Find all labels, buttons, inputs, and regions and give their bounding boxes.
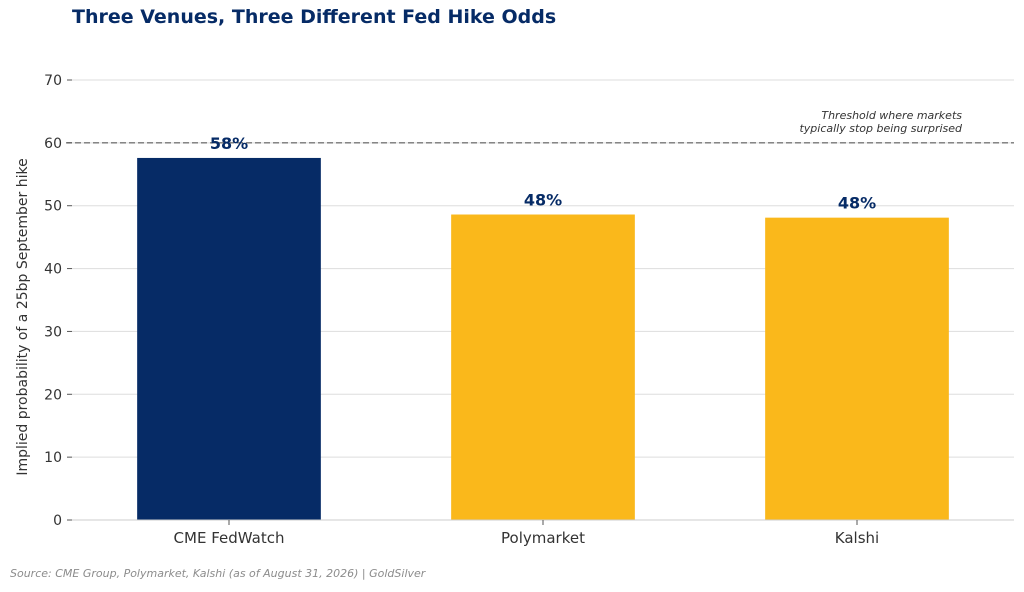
threshold-annotation: typically stop being surprised: [799, 122, 963, 135]
bar-value-label: 48%: [838, 194, 876, 213]
y-tick-label: 70: [44, 73, 62, 89]
y-axis-label: Implied probability of a 25bp September …: [15, 158, 31, 475]
y-tick-label: 40: [44, 262, 62, 278]
y-tick-label: 20: [44, 387, 62, 403]
x-tick-label: CME FedWatch: [174, 529, 285, 547]
chart-title: Three Venues, Three Different Fed Hike O…: [72, 6, 557, 28]
axes: [67, 79, 1014, 525]
labels: 0 10 20 30 40 50 60 70 58% CME FedWatch 48% Polymar…: [15, 73, 963, 547]
bar: [137, 157, 321, 520]
y-tick-label: 60: [44, 136, 62, 152]
x-tick-label: Kalshi: [835, 529, 879, 547]
y-tick-label: 30: [44, 324, 62, 340]
bar-value-label: 58%: [210, 134, 248, 153]
y-tick-label: 10: [44, 450, 62, 466]
source-note: Source: CME Group, Polymarket, Kalshi (a…: [10, 567, 426, 580]
bars: [137, 157, 949, 520]
x-tick-label: Polymarket: [501, 529, 585, 547]
bar: [765, 217, 949, 520]
y-tick-label: 50: [44, 199, 62, 215]
bar-value-label: 48%: [524, 191, 562, 210]
threshold-annotation: Threshold where markets: [821, 109, 962, 122]
y-tick-label: 0: [53, 513, 62, 529]
bar: [451, 214, 635, 520]
